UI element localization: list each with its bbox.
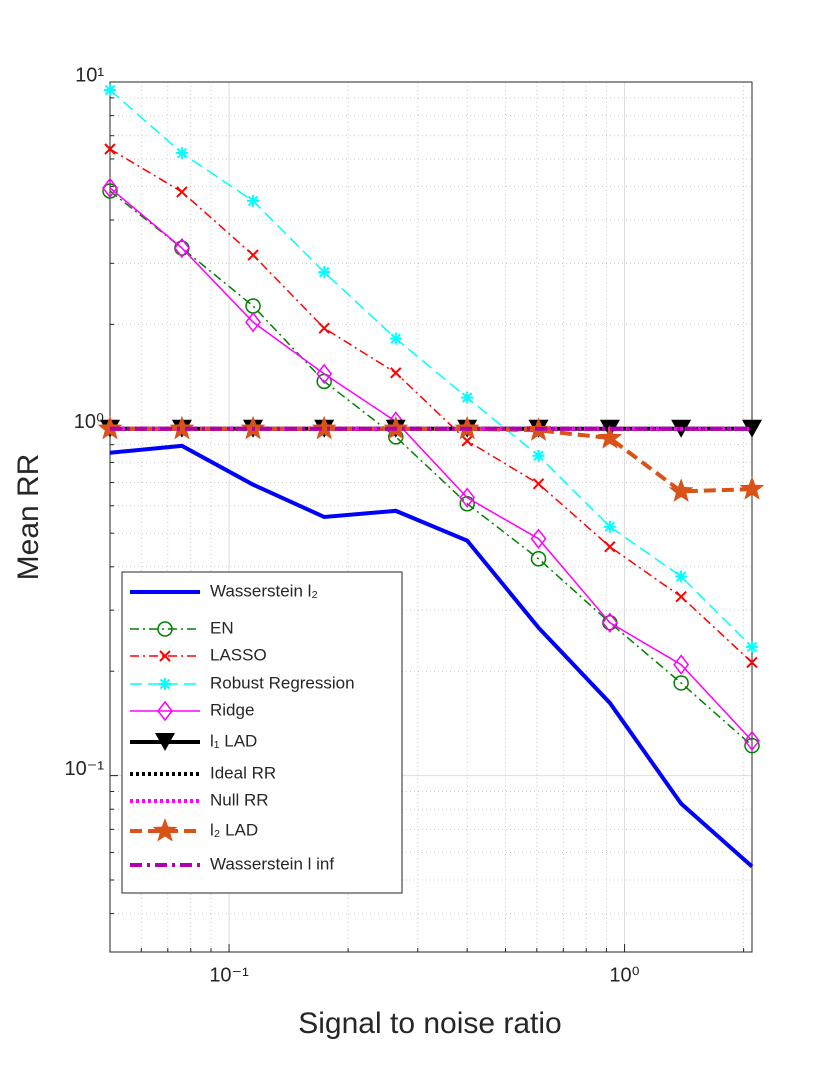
marker (311, 415, 337, 440)
marker (744, 730, 760, 752)
series-line (109, 187, 753, 742)
marker (247, 194, 260, 207)
marker (459, 487, 476, 508)
marker (461, 391, 474, 404)
legend-label: LASSO (210, 645, 267, 664)
marker (169, 415, 195, 440)
marker (746, 640, 758, 653)
marker (668, 478, 694, 502)
legend-label: Ideal RR (210, 763, 276, 782)
marker (104, 84, 116, 97)
marker (316, 363, 333, 385)
marker (673, 675, 689, 691)
marker (601, 612, 618, 633)
marker (532, 478, 545, 490)
marker (102, 177, 118, 199)
marker (247, 249, 259, 261)
legend-label: l₁ LAD (210, 731, 257, 750)
marker (173, 237, 190, 259)
legend-label: l₂ LAD (210, 820, 258, 839)
marker (318, 322, 330, 334)
marker (245, 311, 262, 333)
marker (597, 425, 623, 449)
series-line (109, 89, 753, 648)
marker (157, 700, 173, 722)
marker (175, 147, 188, 160)
marker (532, 449, 545, 462)
marker (104, 143, 116, 155)
marker (157, 621, 173, 637)
marker (176, 186, 188, 198)
marker (739, 476, 765, 500)
y-axis-label: Mean RR (12, 454, 45, 581)
marker (604, 541, 616, 553)
marker (159, 678, 171, 690)
x-tick-label: 10⁰ (609, 964, 639, 986)
marker (742, 419, 762, 438)
legend-label: Null RR (210, 790, 269, 809)
series-line (109, 443, 754, 868)
marker (673, 654, 690, 675)
y-tick-label: 10¹ (75, 64, 104, 86)
x-tick-label: 10⁻¹ (209, 964, 249, 986)
legend-label: EN (210, 618, 234, 637)
marker (744, 737, 760, 754)
legend-label: Wasserstein l inf (210, 854, 334, 873)
marker (152, 818, 178, 842)
y-tick-label: 10⁻¹ (65, 758, 105, 780)
series-line (110, 426, 753, 494)
axes-box (109, 81, 753, 953)
marker (675, 570, 688, 583)
legend-label: Robust Regression (210, 673, 355, 692)
marker (159, 650, 171, 662)
marker (389, 332, 402, 345)
legend-label: Ridge (210, 700, 254, 719)
x-axis-label: Signal to noise ratio (298, 1007, 562, 1040)
y-tick-label: 10⁰ (74, 411, 104, 433)
legend-label: Wasserstein l₂ (210, 581, 318, 600)
marker (746, 656, 758, 669)
series-line (109, 190, 753, 747)
marker (318, 266, 331, 279)
series-line (109, 148, 753, 663)
marker (461, 435, 473, 447)
marker (530, 528, 547, 549)
marker (603, 520, 616, 533)
legend-box (121, 571, 403, 894)
marker (390, 367, 402, 379)
marker (530, 550, 547, 567)
marker (675, 590, 687, 603)
marker (155, 733, 175, 751)
